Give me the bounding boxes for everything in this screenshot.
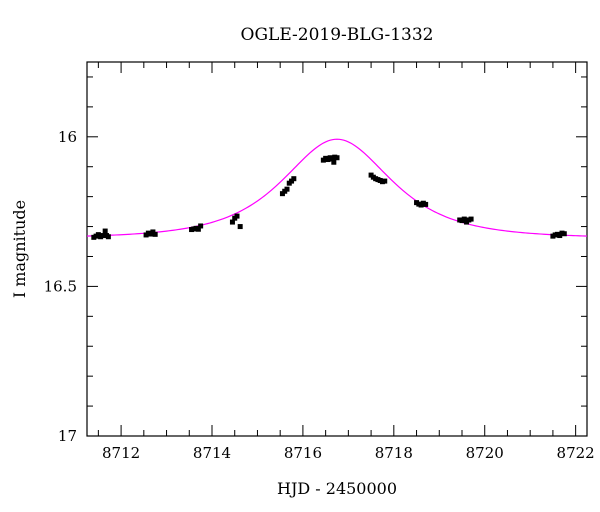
data-point [461, 216, 467, 222]
data-point [284, 186, 290, 192]
x-tick-label: 8712 [102, 444, 140, 462]
data-point [331, 159, 337, 165]
data-point [468, 216, 474, 222]
data-point [423, 201, 429, 207]
data-point [234, 213, 240, 219]
data-point [105, 234, 111, 240]
x-tick-label: 8720 [466, 444, 504, 462]
data-point [198, 223, 204, 229]
data-point [237, 224, 243, 230]
x-tick-label: 8716 [284, 444, 322, 462]
data-point [291, 176, 297, 182]
y-axis-label: I magnitude [10, 200, 29, 298]
x-tick-labels: 8712 8714 8716 8718 8720 8722 [102, 444, 595, 462]
x-tick-label: 8714 [193, 444, 231, 462]
y-tick-label: 16 [58, 128, 77, 146]
chart-title: OGLE-2019-BLG-1332 [241, 25, 434, 45]
data-point [561, 231, 567, 237]
y-tick-label: 17 [58, 427, 77, 445]
axis-ticks [87, 62, 587, 437]
y-tick-labels: 16 16.5 17 [44, 128, 77, 445]
data-point [195, 226, 201, 232]
model-curve [86, 138, 588, 237]
data-point [100, 233, 106, 239]
data-point [152, 231, 158, 237]
data-point [334, 155, 340, 161]
x-axis-label: HJD - 2450000 [277, 479, 397, 498]
data-point [102, 228, 108, 234]
data-points [91, 154, 567, 240]
x-tick-label: 8718 [375, 444, 413, 462]
data-point [229, 219, 235, 225]
plot-frame [86, 61, 588, 437]
data-point [382, 178, 388, 184]
x-tick-label: 8722 [557, 444, 595, 462]
y-tick-label: 16.5 [44, 277, 77, 295]
